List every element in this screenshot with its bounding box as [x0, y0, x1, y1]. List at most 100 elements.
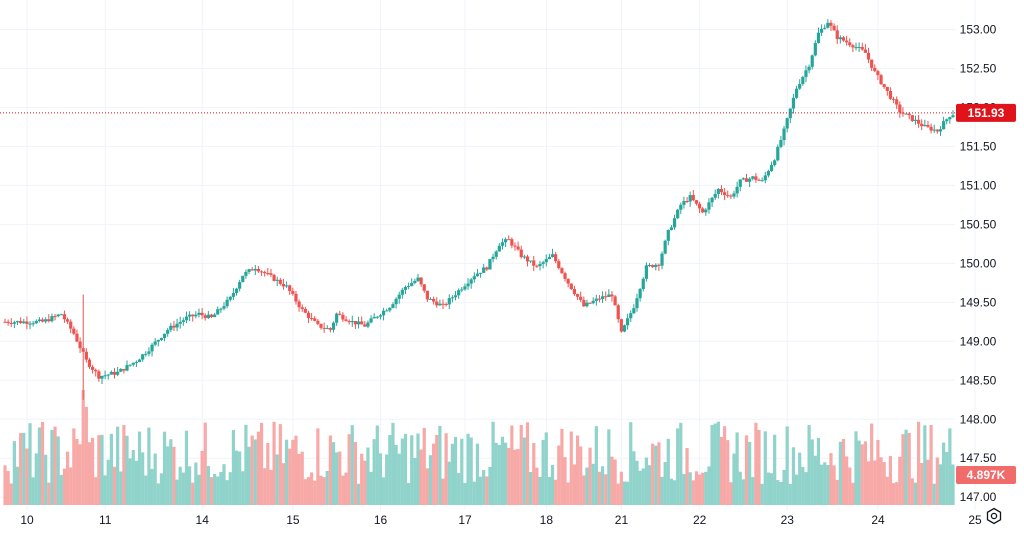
candle-body: [112, 371, 117, 375]
candle-body: [535, 265, 539, 267]
volume-bar: [823, 462, 827, 505]
candle-body: [441, 303, 445, 305]
candle-body: [948, 117, 952, 120]
volume-bar: [6, 470, 10, 505]
candle-body: [400, 289, 404, 295]
candle-body: [607, 294, 611, 297]
y-tick-label: 148.50: [960, 373, 997, 387]
candle-body: [766, 171, 771, 176]
volume-bar: [873, 460, 877, 505]
candle-body: [275, 279, 279, 281]
candle-body: [319, 323, 323, 328]
volume-bar: [494, 442, 498, 505]
chart-settings-button[interactable]: [984, 506, 1004, 526]
volume-bar: [888, 456, 893, 505]
volume-bar: [945, 451, 949, 505]
volume-bar: [801, 466, 805, 505]
candle-body: [87, 359, 92, 367]
candle-body: [350, 321, 354, 323]
candle-body: [181, 320, 185, 323]
candle-body: [422, 284, 426, 291]
candle-body: [826, 22, 830, 28]
candle-body: [519, 249, 523, 258]
candle-body: [597, 298, 602, 300]
x-tick-label: 14: [196, 513, 210, 527]
candle-body: [613, 296, 617, 306]
x-axis[interactable]: 10 11 14 15 16 17 18 21 22 23 24 25: [20, 513, 982, 527]
volume-bar: [19, 433, 23, 505]
candle-body: [882, 84, 886, 87]
candle-body: [381, 310, 386, 316]
candle-body: [651, 265, 655, 268]
volume-bar: [44, 454, 48, 505]
volume-bar: [347, 434, 351, 505]
candle-body: [719, 188, 724, 193]
volume-bar: [544, 432, 548, 505]
hexagon-gear-icon: [986, 507, 1002, 525]
volume-bar: [410, 435, 414, 505]
candle-body: [701, 208, 705, 213]
candle-body: [525, 256, 530, 262]
candle-body: [225, 299, 229, 307]
candle-body: [669, 227, 674, 230]
candle-body: [391, 304, 395, 308]
candle-body: [369, 318, 373, 323]
volume-bar: [184, 430, 189, 505]
volume-bar: [575, 435, 580, 505]
candle-body: [222, 306, 226, 309]
candle-body: [801, 76, 805, 84]
volume-bar: [153, 453, 157, 505]
x-tick-label: 15: [286, 513, 300, 527]
candle-body: [203, 315, 207, 319]
volume-bar: [694, 471, 699, 505]
volume-bar: [600, 466, 605, 505]
volume-bar: [819, 464, 824, 505]
candle-body: [34, 321, 38, 324]
candle-body: [385, 310, 389, 312]
volume-bar: [166, 446, 170, 505]
volume-bar: [891, 483, 896, 505]
candle-body: [791, 97, 796, 109]
volume-bar: [100, 434, 104, 505]
candle-body: [106, 374, 110, 376]
volume-bar: [444, 433, 448, 505]
volume-bar: [513, 449, 517, 505]
volume-bar: [613, 459, 617, 505]
y-axis[interactable]: 147.00 147.50 148.00 148.50 149.00 149.50 150.…: [960, 22, 997, 504]
volume-bar: [942, 442, 946, 505]
volume-bar: [366, 447, 370, 505]
volume-bar: [81, 390, 85, 505]
volume-bar: [316, 428, 320, 505]
volume-bar: [159, 473, 164, 505]
volume-bar: [503, 442, 508, 505]
volume-bar: [87, 442, 92, 505]
volume-bar: [216, 476, 220, 505]
volume-bar: [203, 422, 207, 505]
candle-body: [425, 290, 429, 300]
volume-bar: [773, 434, 777, 505]
volume-bar: [641, 468, 645, 505]
candle-body: [497, 245, 501, 252]
volume-bar: [557, 445, 561, 505]
volume-bar: [131, 450, 135, 505]
volume-bar: [907, 433, 911, 505]
volume-bar: [920, 462, 924, 505]
candle-body: [738, 179, 742, 187]
candle-body: [794, 88, 799, 98]
volume-bar: [751, 477, 755, 505]
volume-bar: [845, 456, 849, 505]
volume-bar: [416, 433, 420, 505]
candle-body: [529, 260, 533, 262]
volume-bar: [901, 434, 905, 505]
volume-bar: [231, 429, 235, 505]
volume-bar: [588, 447, 592, 505]
candle-body: [591, 300, 595, 304]
candle-body: [444, 304, 448, 306]
volume-bar: [297, 453, 301, 505]
volume-bar: [194, 462, 198, 505]
volume-bar: [466, 433, 470, 505]
candle-body: [920, 123, 924, 127]
volume-bar: [407, 482, 411, 505]
